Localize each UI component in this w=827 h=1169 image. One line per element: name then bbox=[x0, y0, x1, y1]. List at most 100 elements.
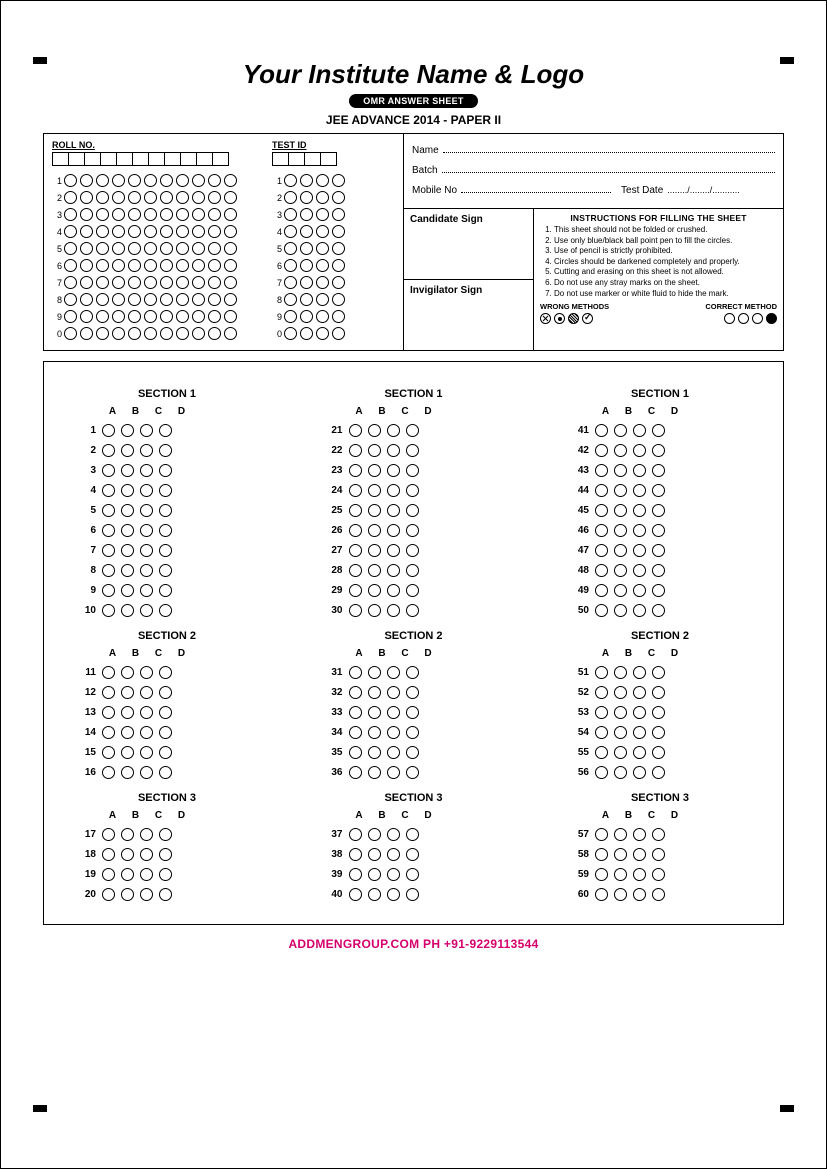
testid-digit-box[interactable] bbox=[272, 152, 289, 166]
id-bubble[interactable] bbox=[80, 276, 93, 289]
id-bubble[interactable] bbox=[128, 276, 141, 289]
id-bubble[interactable] bbox=[284, 259, 297, 272]
answer-bubble[interactable] bbox=[159, 504, 172, 517]
roll-digit-box[interactable] bbox=[180, 152, 197, 166]
answer-bubble[interactable] bbox=[121, 686, 134, 699]
id-bubble[interactable] bbox=[96, 191, 109, 204]
id-bubble[interactable] bbox=[224, 259, 237, 272]
id-bubble[interactable] bbox=[332, 242, 345, 255]
answer-bubble[interactable] bbox=[406, 868, 419, 881]
answer-bubble[interactable] bbox=[159, 604, 172, 617]
id-bubble[interactable] bbox=[144, 327, 157, 340]
answer-bubble[interactable] bbox=[614, 464, 627, 477]
id-bubble[interactable] bbox=[80, 327, 93, 340]
id-bubble[interactable] bbox=[208, 259, 221, 272]
id-bubble[interactable] bbox=[160, 293, 173, 306]
id-bubble[interactable] bbox=[160, 191, 173, 204]
answer-bubble[interactable] bbox=[614, 564, 627, 577]
answer-bubble[interactable] bbox=[102, 766, 115, 779]
answer-bubble[interactable] bbox=[595, 444, 608, 457]
answer-bubble[interactable] bbox=[140, 726, 153, 739]
answer-bubble[interactable] bbox=[102, 604, 115, 617]
id-bubble[interactable] bbox=[144, 208, 157, 221]
answer-bubble[interactable] bbox=[406, 464, 419, 477]
id-bubble[interactable] bbox=[332, 276, 345, 289]
answer-bubble[interactable] bbox=[406, 726, 419, 739]
answer-bubble[interactable] bbox=[633, 848, 646, 861]
answer-bubble[interactable] bbox=[159, 888, 172, 901]
answer-bubble[interactable] bbox=[633, 464, 646, 477]
answer-bubble[interactable] bbox=[614, 766, 627, 779]
id-bubble[interactable] bbox=[192, 276, 205, 289]
id-bubble[interactable] bbox=[80, 242, 93, 255]
id-bubble[interactable] bbox=[64, 174, 77, 187]
answer-bubble[interactable] bbox=[614, 746, 627, 759]
id-bubble[interactable] bbox=[208, 242, 221, 255]
id-bubble[interactable] bbox=[80, 174, 93, 187]
id-bubble[interactable] bbox=[284, 191, 297, 204]
answer-bubble[interactable] bbox=[368, 746, 381, 759]
id-bubble[interactable] bbox=[284, 293, 297, 306]
answer-bubble[interactable] bbox=[121, 464, 134, 477]
answer-bubble[interactable] bbox=[387, 848, 400, 861]
answer-bubble[interactable] bbox=[368, 666, 381, 679]
id-bubble[interactable] bbox=[176, 242, 189, 255]
answer-bubble[interactable] bbox=[633, 444, 646, 457]
answer-bubble[interactable] bbox=[121, 706, 134, 719]
answer-bubble[interactable] bbox=[652, 564, 665, 577]
answer-bubble[interactable] bbox=[595, 584, 608, 597]
id-bubble[interactable] bbox=[332, 191, 345, 204]
answer-bubble[interactable] bbox=[595, 686, 608, 699]
id-bubble[interactable] bbox=[224, 174, 237, 187]
answer-bubble[interactable] bbox=[159, 828, 172, 841]
id-bubble[interactable] bbox=[208, 310, 221, 323]
answer-bubble[interactable] bbox=[368, 564, 381, 577]
testid-digit-box[interactable] bbox=[304, 152, 321, 166]
answer-bubble[interactable] bbox=[406, 584, 419, 597]
answer-bubble[interactable] bbox=[368, 868, 381, 881]
roll-boxes[interactable] bbox=[52, 152, 272, 166]
answer-bubble[interactable] bbox=[614, 544, 627, 557]
answer-bubble[interactable] bbox=[633, 828, 646, 841]
answer-bubble[interactable] bbox=[633, 868, 646, 881]
answer-bubble[interactable] bbox=[614, 726, 627, 739]
answer-bubble[interactable] bbox=[368, 604, 381, 617]
answer-bubble[interactable] bbox=[652, 524, 665, 537]
answer-bubble[interactable] bbox=[102, 706, 115, 719]
answer-bubble[interactable] bbox=[406, 564, 419, 577]
answer-bubble[interactable] bbox=[159, 766, 172, 779]
answer-bubble[interactable] bbox=[406, 888, 419, 901]
answer-bubble[interactable] bbox=[406, 848, 419, 861]
id-bubble[interactable] bbox=[160, 310, 173, 323]
answer-bubble[interactable] bbox=[406, 544, 419, 557]
id-bubble[interactable] bbox=[284, 225, 297, 238]
answer-bubble[interactable] bbox=[121, 584, 134, 597]
id-bubble[interactable] bbox=[112, 225, 125, 238]
answer-bubble[interactable] bbox=[406, 604, 419, 617]
answer-bubble[interactable] bbox=[595, 868, 608, 881]
id-bubble[interactable] bbox=[128, 293, 141, 306]
answer-bubble[interactable] bbox=[102, 686, 115, 699]
answer-bubble[interactable] bbox=[121, 726, 134, 739]
answer-bubble[interactable] bbox=[368, 726, 381, 739]
answer-bubble[interactable] bbox=[140, 544, 153, 557]
id-bubble[interactable] bbox=[96, 242, 109, 255]
id-bubble[interactable] bbox=[176, 225, 189, 238]
answer-bubble[interactable] bbox=[406, 686, 419, 699]
id-bubble[interactable] bbox=[128, 191, 141, 204]
answer-bubble[interactable] bbox=[633, 504, 646, 517]
id-bubble[interactable] bbox=[316, 191, 329, 204]
id-bubble[interactable] bbox=[224, 327, 237, 340]
id-bubble[interactable] bbox=[300, 259, 313, 272]
id-bubble[interactable] bbox=[300, 242, 313, 255]
answer-bubble[interactable] bbox=[102, 464, 115, 477]
answer-bubble[interactable] bbox=[368, 464, 381, 477]
answer-bubble[interactable] bbox=[140, 766, 153, 779]
answer-bubble[interactable] bbox=[595, 746, 608, 759]
answer-bubble[interactable] bbox=[349, 848, 362, 861]
id-bubble[interactable] bbox=[64, 208, 77, 221]
id-bubble[interactable] bbox=[128, 174, 141, 187]
answer-bubble[interactable] bbox=[368, 848, 381, 861]
answer-bubble[interactable] bbox=[368, 888, 381, 901]
id-bubble[interactable] bbox=[208, 225, 221, 238]
